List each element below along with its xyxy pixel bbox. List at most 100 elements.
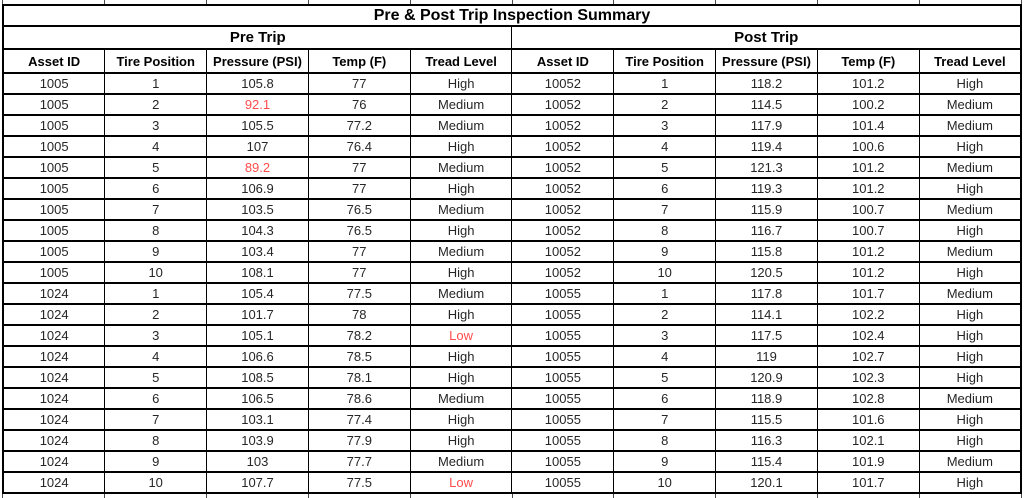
table-cell: 77.7 bbox=[307, 450, 411, 473]
table-row: 1024 3 105.1 78.2 Low 10055 3 117.5 102.4 High bbox=[2, 324, 1022, 347]
table-cell: 121.3 bbox=[715, 156, 818, 179]
table-cell: High bbox=[409, 72, 513, 95]
table-cell: 77.5 bbox=[307, 471, 411, 494]
table-cell: 120.9 bbox=[715, 366, 818, 389]
table-cell: 101.2 bbox=[816, 72, 920, 95]
table-row: 1024 6 106.5 78.6 Medium 10055 6 118.9 102.8 Medi… bbox=[2, 387, 1022, 410]
table-cell: 92.1 bbox=[206, 93, 309, 116]
table-cell: 1 bbox=[613, 282, 717, 305]
table-cell: 105.5 bbox=[206, 114, 309, 137]
table-cell: 6 bbox=[613, 177, 717, 200]
table-cell: 102.3 bbox=[816, 366, 920, 389]
table-cell: High bbox=[918, 471, 1022, 494]
table-cell: 101.2 bbox=[816, 156, 920, 179]
table-cell: 10055 bbox=[511, 408, 615, 431]
table-cell: 76.5 bbox=[307, 219, 411, 242]
table-cell: 77.4 bbox=[307, 408, 411, 431]
table-cell: Medium bbox=[409, 114, 513, 137]
table-cell: 76.5 bbox=[307, 198, 411, 221]
table-cell: 2 bbox=[104, 93, 208, 116]
cutoff-row-top bbox=[2, 0, 1023, 4]
table-cell: Medium bbox=[918, 93, 1022, 116]
table-cell: 108.5 bbox=[206, 366, 309, 389]
table-cell: 8 bbox=[104, 219, 208, 242]
table-cell: 104.3 bbox=[206, 219, 309, 242]
table-cell: 4 bbox=[613, 135, 717, 158]
table-cell: High bbox=[918, 219, 1022, 242]
table-cell: 77.5 bbox=[307, 282, 411, 305]
table-cell: 9 bbox=[104, 450, 208, 473]
table-cell: 10052 bbox=[511, 240, 615, 263]
table-cell: 7 bbox=[613, 198, 717, 221]
table-cell: 102.1 bbox=[816, 429, 920, 452]
table-cell: 10052 bbox=[511, 135, 615, 158]
table-cell: 120.5 bbox=[715, 261, 818, 284]
table-cell: 5 bbox=[104, 366, 208, 389]
column-header-post-temp: Temp (F) bbox=[816, 48, 920, 74]
table-cell: 10 bbox=[613, 471, 717, 494]
table-row: 1024 1 105.4 77.5 Medium 10055 1 117.8 101.7 Medi… bbox=[2, 282, 1022, 305]
table-cell: Medium bbox=[409, 198, 513, 221]
table-cell: High bbox=[918, 408, 1022, 431]
table-cell: 10 bbox=[613, 261, 717, 284]
table-row: 1005 6 106.9 77 High 10052 6 119.3 101.2 High bbox=[2, 177, 1022, 200]
table-cell: High bbox=[409, 261, 513, 284]
table-cell: 78.1 bbox=[307, 366, 411, 389]
table-cell: High bbox=[918, 345, 1022, 368]
table-cell: 10055 bbox=[511, 450, 615, 473]
table-cell: 119 bbox=[715, 345, 818, 368]
table-cell: Medium bbox=[409, 387, 513, 410]
table-cell: 106.5 bbox=[206, 387, 309, 410]
table-cell: Low bbox=[409, 471, 513, 494]
table-cell: 100.6 bbox=[816, 135, 920, 158]
table-cell: 115.9 bbox=[715, 198, 818, 221]
table-cell: 78.6 bbox=[307, 387, 411, 410]
table-cell: Medium bbox=[918, 114, 1022, 137]
column-header-post-asset-id: Asset ID bbox=[511, 48, 615, 74]
table-cell: High bbox=[918, 429, 1022, 452]
table-cell: 10052 bbox=[511, 114, 615, 137]
table-cell: Medium bbox=[918, 156, 1022, 179]
table-cell: 1005 bbox=[2, 198, 106, 221]
cutoff-row-bottom bbox=[2, 494, 1023, 498]
table-cell: 10052 bbox=[511, 261, 615, 284]
column-header-post-tire-position: Tire Position bbox=[613, 48, 717, 74]
table-cell: 76.4 bbox=[307, 135, 411, 158]
table-row: 1024 5 108.5 78.1 High 10055 5 120.9 102.3 High bbox=[2, 366, 1022, 389]
table-cell: 76 bbox=[307, 93, 411, 116]
table-row: 1024 4 106.6 78.5 High 10055 4 119 102.7 High bbox=[2, 345, 1022, 368]
table-cell: 1024 bbox=[2, 366, 106, 389]
table-cell: High bbox=[918, 135, 1022, 158]
table-cell: 106.9 bbox=[206, 177, 309, 200]
table-cell: 100.2 bbox=[816, 93, 920, 116]
table-cell: 1024 bbox=[2, 450, 106, 473]
table-cell: 1005 bbox=[2, 177, 106, 200]
table-cell: 1005 bbox=[2, 135, 106, 158]
table-cell: 77 bbox=[307, 177, 411, 200]
table-cell: High bbox=[918, 177, 1022, 200]
table-cell: 115.5 bbox=[715, 408, 818, 431]
table-cell: High bbox=[409, 366, 513, 389]
table-cell: 3 bbox=[104, 324, 208, 347]
table-cell: 10 bbox=[104, 261, 208, 284]
table-cell: 6 bbox=[104, 387, 208, 410]
table-cell: 10055 bbox=[511, 387, 615, 410]
table-cell: 102.2 bbox=[816, 303, 920, 326]
table-cell: 101.9 bbox=[816, 450, 920, 473]
table-row: 1005 1 105.8 77 High 10052 1 118.2 101.2 High bbox=[2, 72, 1022, 95]
table-cell: 101.7 bbox=[816, 282, 920, 305]
table-cell: 101.7 bbox=[816, 471, 920, 494]
table-cell: 78.5 bbox=[307, 345, 411, 368]
table-cell: 1024 bbox=[2, 429, 106, 452]
table-row: 1024 8 103.9 77.9 High 10055 8 116.3 102.1 High bbox=[2, 429, 1022, 452]
table-cell: 77.2 bbox=[307, 114, 411, 137]
table-cell: 10055 bbox=[511, 366, 615, 389]
table-row: 1024 2 101.7 78 High 10055 2 114.1 102.2 High bbox=[2, 303, 1022, 326]
table-cell: 101.7 bbox=[206, 303, 309, 326]
table-cell: 100.7 bbox=[816, 219, 920, 242]
table-cell: 8 bbox=[104, 429, 208, 452]
table-cell: 102.7 bbox=[816, 345, 920, 368]
column-header-pre-pressure: Pressure (PSI) bbox=[206, 48, 309, 74]
table-cell: 4 bbox=[104, 345, 208, 368]
table-cell: Medium bbox=[409, 156, 513, 179]
